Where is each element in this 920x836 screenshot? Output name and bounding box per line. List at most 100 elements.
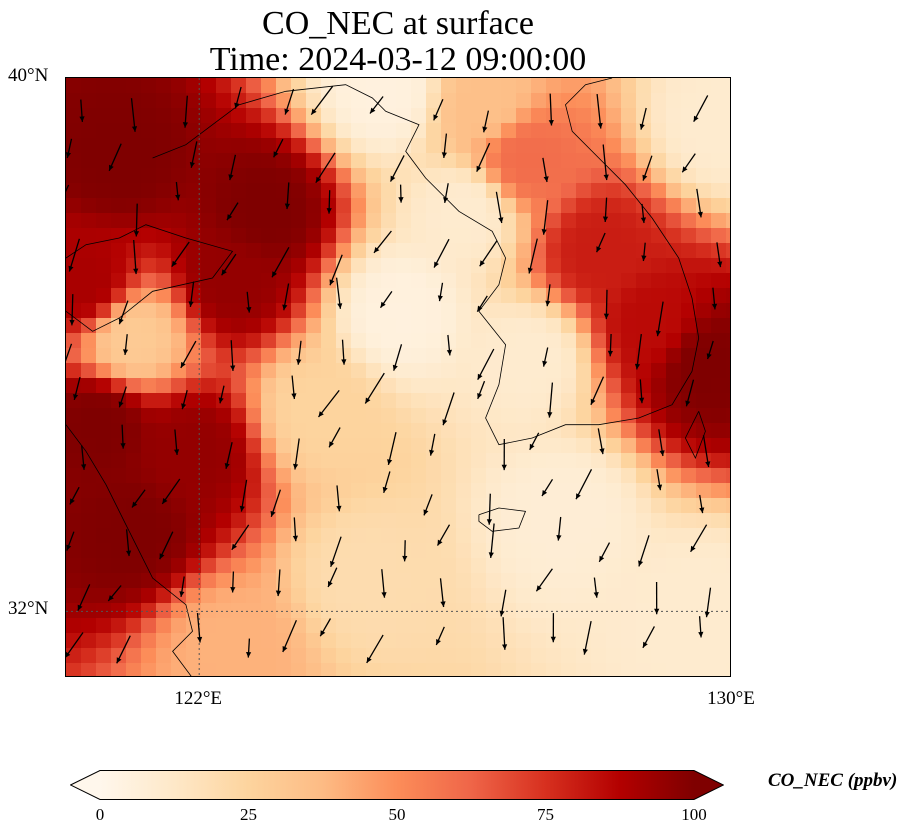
field-cell: [261, 438, 277, 454]
field-cell: [141, 288, 157, 304]
field-cell: [171, 153, 187, 169]
field-cell: [546, 198, 562, 214]
field-cell: [81, 108, 97, 124]
field-cell: [591, 243, 607, 259]
field-cell: [216, 558, 232, 574]
field-cell: [696, 543, 712, 559]
field-cell: [471, 363, 487, 379]
field-cell: [396, 543, 412, 559]
field-cell: [711, 573, 727, 589]
field-cell: [651, 588, 667, 604]
field-cell: [321, 663, 337, 676]
field-cell: [681, 513, 697, 529]
field-cell: [276, 258, 292, 274]
field-cell: [666, 108, 682, 124]
wind-arrow-head: [482, 126, 488, 133]
field-cell: [711, 483, 727, 499]
field-cell: [516, 363, 532, 379]
field-cell: [186, 483, 202, 499]
field-cell: [576, 543, 592, 559]
field-cell: [561, 558, 577, 574]
field-cell: [471, 138, 487, 154]
field-cell: [276, 108, 292, 124]
field-cell: [216, 348, 232, 364]
field-cell: [396, 93, 412, 109]
field-cell: [171, 108, 187, 124]
field-cell: [456, 393, 472, 409]
field-cell: [606, 228, 622, 244]
field-cell: [621, 483, 637, 499]
field-cell: [666, 648, 682, 664]
field-cell: [366, 213, 382, 229]
field-cell: [396, 423, 412, 439]
wind-arrow-head: [246, 307, 252, 313]
field-cell: [396, 363, 412, 379]
field-cell: [546, 663, 562, 676]
field-cell: [261, 588, 277, 604]
wind-arrow-head: [230, 587, 236, 593]
map-canvas[interactable]: [66, 78, 731, 677]
wind-arrow-head: [318, 411, 324, 417]
field-cell: [366, 498, 382, 514]
field-cell: [201, 573, 217, 589]
field-cell: [531, 303, 547, 319]
colorbar-extend-max: [694, 770, 724, 800]
field-cell: [336, 108, 352, 124]
field-cell: [111, 558, 127, 574]
field-cell: [306, 423, 322, 439]
field-cell: [426, 423, 442, 439]
field-cell: [336, 468, 352, 484]
field-cell: [306, 348, 322, 364]
wind-arrow-head: [501, 464, 507, 471]
field-cell: [636, 663, 652, 676]
field-cell: [576, 243, 592, 259]
field-cell: [321, 453, 337, 469]
field-cell: [261, 363, 277, 379]
field-cell: [261, 393, 277, 409]
field-cell: [96, 378, 112, 394]
wind-arrow-head: [69, 319, 75, 326]
field-cell: [681, 228, 697, 244]
field-cell: [426, 168, 442, 184]
field-cell: [336, 393, 352, 409]
field-cell: [141, 273, 157, 289]
field-cell: [171, 378, 187, 394]
field-cell: [561, 573, 577, 589]
field-cell: [201, 318, 217, 334]
field-cell: [396, 108, 412, 124]
wind-arrow-head: [108, 595, 114, 601]
field-cell: [306, 408, 322, 424]
field-cell: [231, 138, 247, 154]
field-cell: [231, 183, 247, 199]
field-cell: [591, 603, 607, 619]
field-cell: [246, 543, 262, 559]
field-cell: [411, 108, 427, 124]
field-cell: [516, 453, 532, 469]
field-cell: [186, 393, 202, 409]
field-cell: [501, 198, 517, 214]
field-cell: [591, 453, 607, 469]
field-cell: [726, 648, 730, 664]
field-cell: [261, 333, 277, 349]
colorbar-extend-min: [70, 770, 100, 800]
field-cell: [171, 408, 187, 424]
field-cell: [81, 423, 97, 439]
field-cell: [291, 288, 307, 304]
field-cell: [216, 123, 232, 139]
field-cell: [126, 258, 142, 274]
map-panel[interactable]: [65, 77, 731, 677]
field-cell: [411, 468, 427, 484]
field-cell: [306, 498, 322, 514]
field-cell: [81, 348, 97, 364]
field-cell: [246, 633, 262, 649]
field-cell: [696, 123, 712, 139]
field-cell: [231, 378, 247, 394]
field-cell: [711, 243, 727, 259]
field-cell: [171, 78, 187, 94]
field-cell: [471, 243, 487, 259]
field-cell: [516, 633, 532, 649]
field-cell: [576, 93, 592, 109]
field-cell: [291, 663, 307, 676]
field-cell: [276, 663, 292, 676]
field-cell: [96, 333, 112, 349]
